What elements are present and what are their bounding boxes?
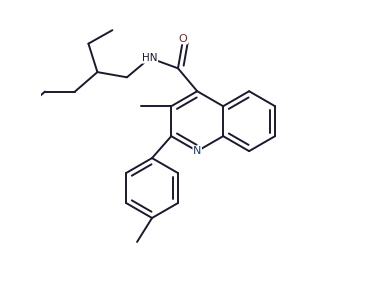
Text: O: O [179,34,188,44]
Text: HN: HN [142,53,157,63]
Text: N: N [193,146,201,156]
